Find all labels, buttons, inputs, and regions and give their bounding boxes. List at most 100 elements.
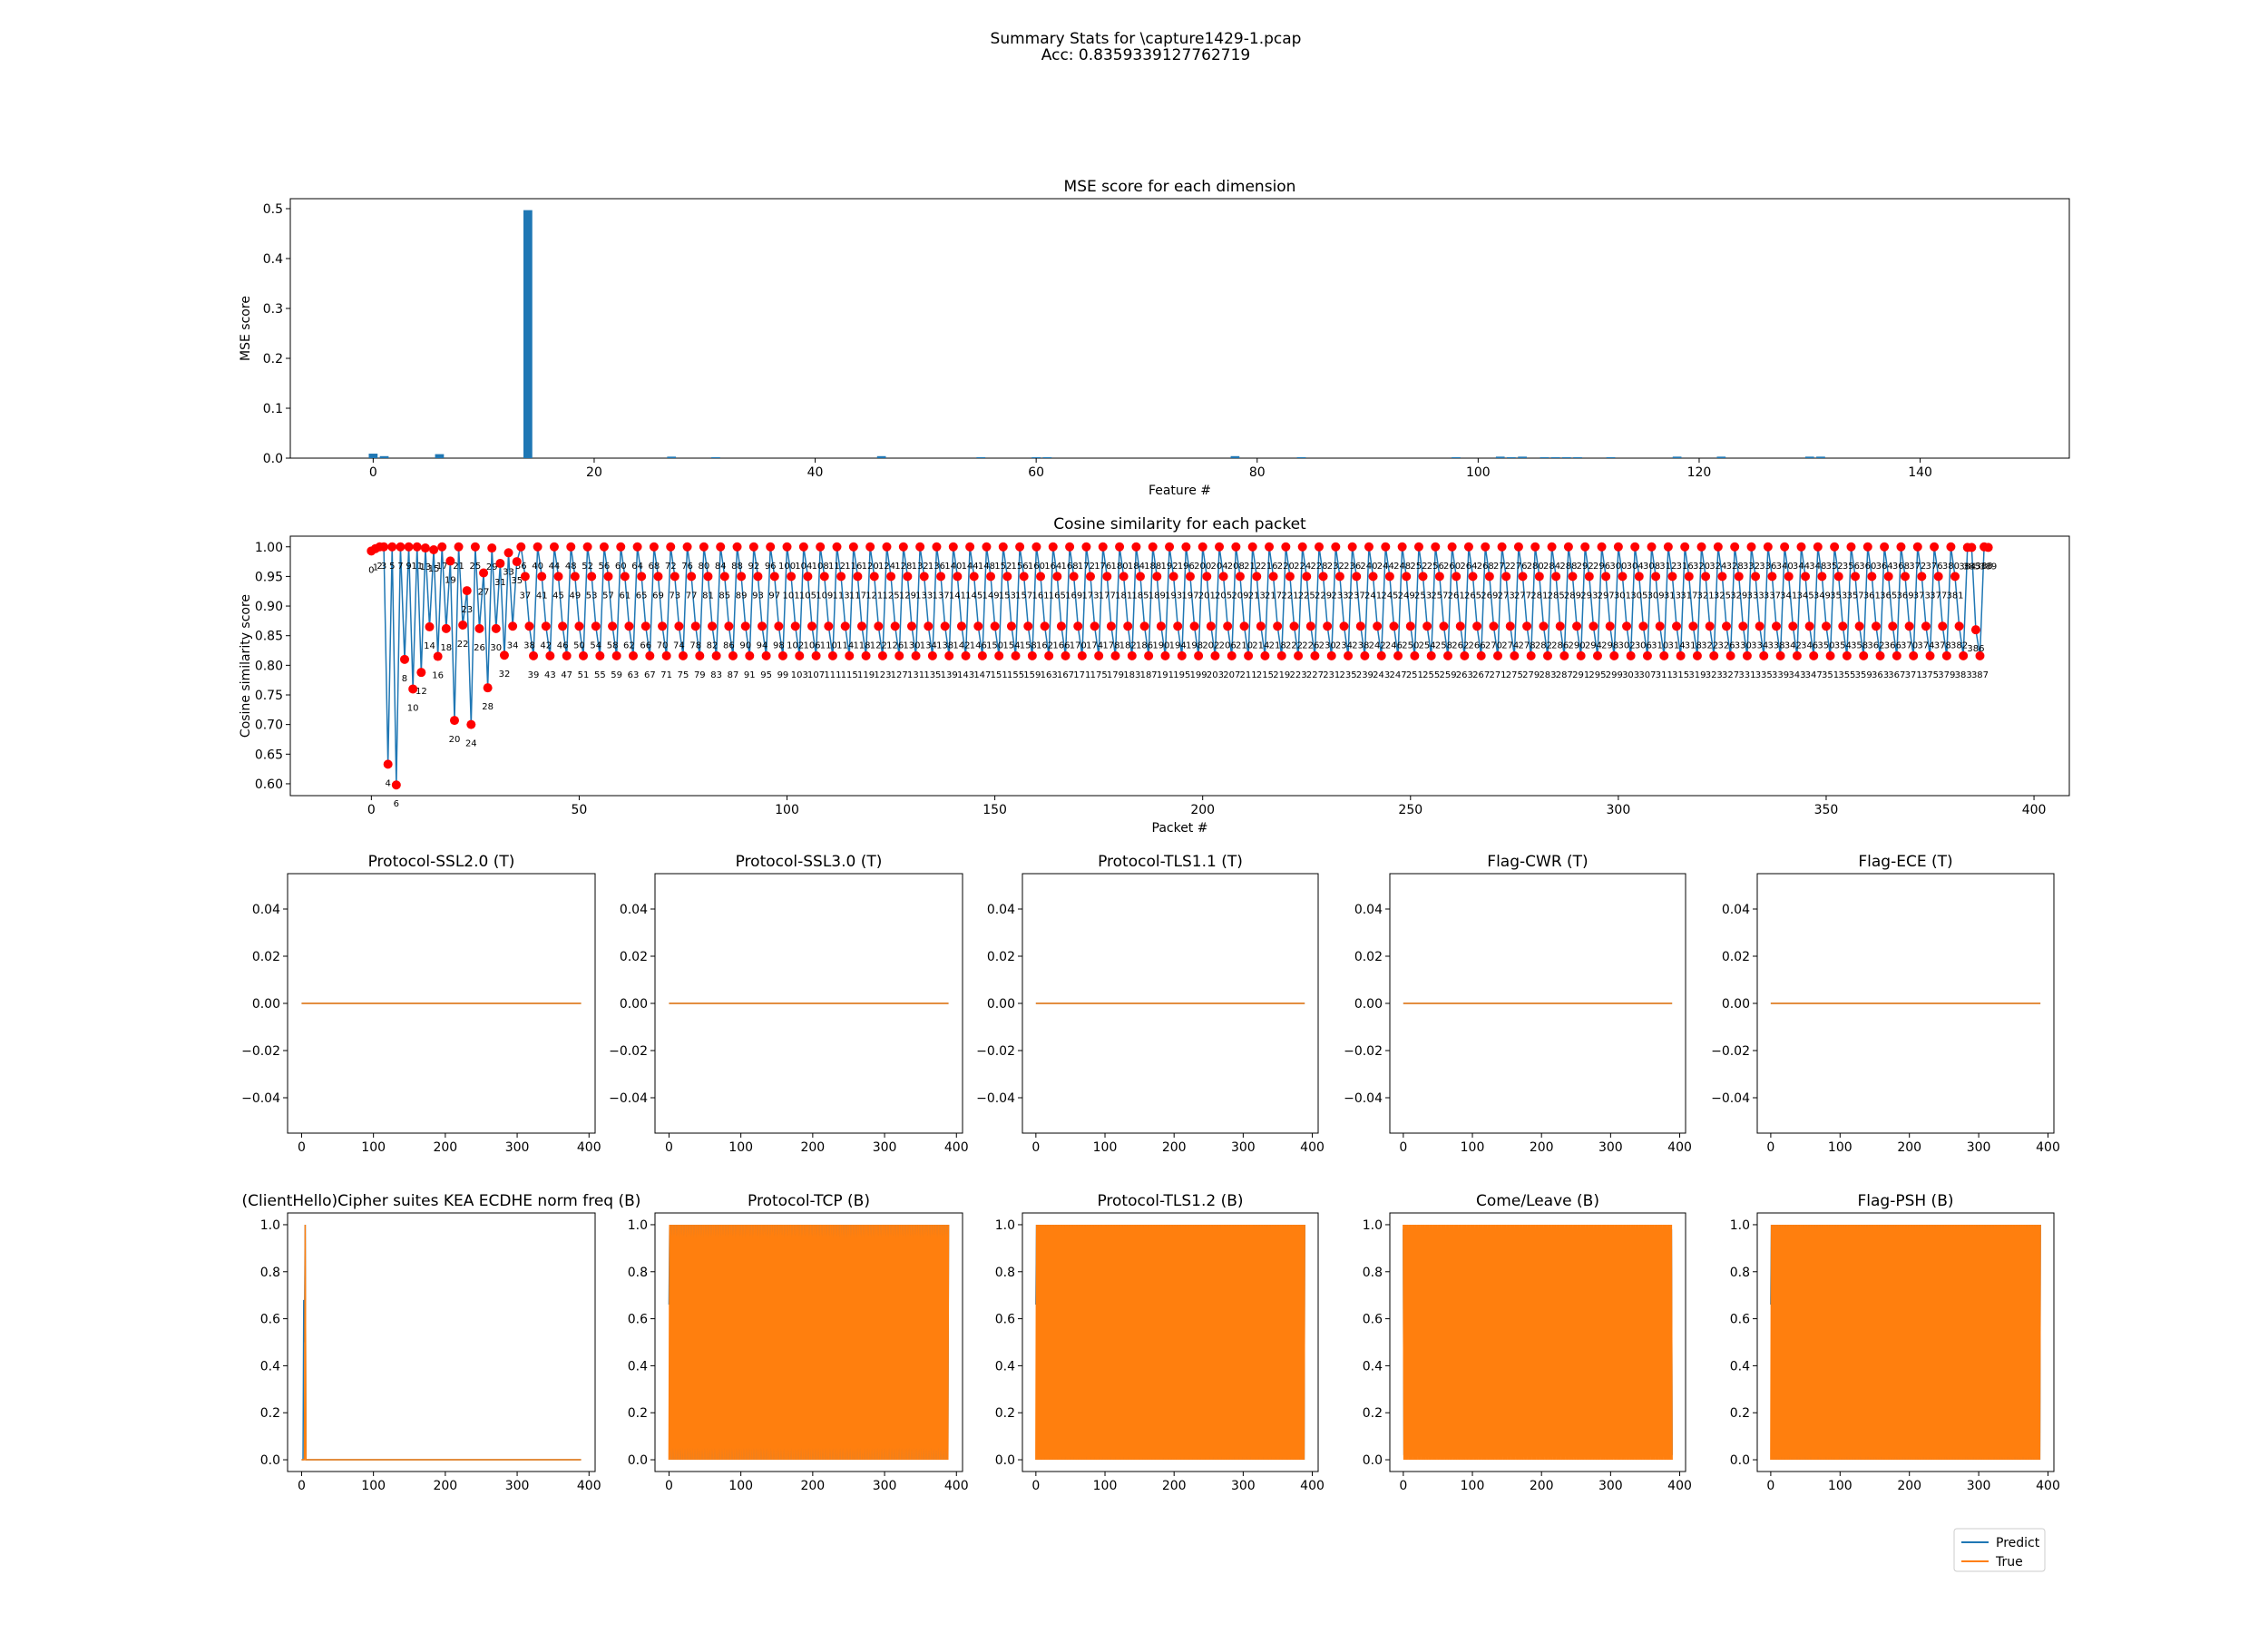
cos-point-label: 156 [1012, 562, 1029, 572]
cos-point [553, 572, 563, 582]
cos-point-label: 65 [636, 591, 648, 601]
cos-point [1044, 650, 1054, 660]
cos-point-label: 300 [1609, 562, 1627, 572]
cos-point [1975, 650, 1985, 660]
cos-point [637, 572, 647, 582]
cos-point-label: 169 [1065, 591, 1082, 601]
cos-point-label: 288 [1559, 562, 1577, 572]
cos-point [1809, 650, 1819, 660]
panel-8: 0 100 200 300 400 0.0 0.2 0.4 0.6 0.8 1.0 Protocol-… [995, 1192, 1325, 1493]
cos-point [982, 542, 992, 552]
cos-point [441, 623, 451, 633]
cos-point [1676, 650, 1686, 660]
cos-point [1601, 572, 1611, 582]
cos-point [1276, 650, 1286, 660]
cos-point [516, 542, 526, 552]
cos-point [1102, 572, 1112, 582]
cos-point-label: 111 [824, 670, 841, 680]
cos-point-label: 155 [1007, 670, 1024, 680]
cos-ytick-label: 0.60 [255, 777, 283, 792]
panel-ytick-label: 0.8 [628, 1266, 648, 1280]
cos-point [1123, 621, 1133, 631]
panel-ytick-label: 0.6 [628, 1313, 648, 1327]
cos-point-label: 346 [1801, 640, 1818, 650]
cos-ytick-label: 0.75 [255, 689, 283, 703]
cos-point [1252, 572, 1262, 582]
cos-point-label: 144 [962, 562, 979, 572]
cos-point-label: 188 [1144, 562, 1161, 572]
cos-point-label: 30 [490, 643, 502, 653]
cos-point-label: 75 [678, 670, 689, 680]
cos-point [732, 542, 742, 552]
cos-point [1011, 650, 1021, 660]
cos-point-label: 158 [1020, 640, 1037, 650]
panel-xtick-label: 0 [298, 1479, 306, 1493]
panel-ytick-label: 0.2 [260, 1406, 280, 1421]
cos-point-label: 231 [1323, 670, 1340, 680]
cos-point [1759, 650, 1769, 660]
cos-point-label: 165 [1049, 591, 1066, 601]
cos-point [703, 572, 713, 582]
cos-point-label: 247 [1389, 670, 1406, 680]
cos-point [1883, 572, 1893, 582]
cos-point [1901, 572, 1911, 582]
cos-point [953, 572, 963, 582]
cos-point-label: 342 [1784, 640, 1802, 650]
cos-point-label: 117 [849, 591, 866, 601]
cos-point [645, 650, 655, 660]
cos-point-label: 16 [432, 671, 444, 681]
cos-point-label: 94 [757, 640, 768, 650]
cos-point [1077, 650, 1087, 660]
panel-xtick-label: 200 [1530, 1479, 1554, 1493]
cos-point [1244, 650, 1254, 660]
cos-point [1896, 542, 1906, 552]
cos-point-label: 374 [1917, 640, 1934, 650]
panel-ytick-label: 0.6 [995, 1313, 1015, 1327]
cos-point [1801, 572, 1811, 582]
cos-point [1522, 621, 1532, 631]
panel-ytick-label: 0.8 [260, 1266, 280, 1280]
cos-point [420, 543, 430, 553]
legend-true-label: True [1995, 1555, 2023, 1569]
cos-point-label: 27 [478, 587, 490, 597]
cos-point [1015, 542, 1025, 552]
cos-point-label: 83 [710, 670, 722, 680]
cos-point [1630, 542, 1640, 552]
cos-point-label: 51 [578, 670, 590, 680]
cos-point-label: 99 [777, 670, 789, 680]
panel-ytick-label: 0.02 [252, 950, 280, 964]
cos-point-label: 283 [1539, 670, 1556, 680]
panel-xtick-label: 200 [800, 1479, 825, 1493]
cos-point-label: 297 [1598, 591, 1615, 601]
cos-point [990, 621, 1000, 631]
cos-point-label: 2 [376, 562, 382, 572]
panel-xtick-label: 100 [728, 1479, 753, 1493]
cos-point [1539, 621, 1549, 631]
cos-point-label: 61 [619, 591, 631, 601]
cos-point-label: 326 [1717, 640, 1735, 650]
mse-bar [1518, 456, 1527, 458]
mse-bar [1606, 456, 1616, 458]
cos-point-label: 319 [1688, 670, 1706, 680]
cos-point-label: 359 [1855, 670, 1872, 680]
panel-ytick-label: 0.00 [987, 997, 1015, 1012]
cos-point-label: 166 [1052, 640, 1070, 650]
mse-ytick-label: 0.2 [263, 352, 283, 367]
cos-point-label: 97 [768, 591, 780, 601]
cos-point [753, 572, 763, 582]
cos-point [832, 542, 842, 552]
cos-point [387, 542, 397, 552]
cos-point [798, 542, 808, 552]
panel-ytick-label: 0.00 [1722, 997, 1750, 1012]
cos-point-label: 339 [1772, 670, 1789, 680]
cos-point-label: 8 [402, 674, 407, 684]
cos-point [1389, 621, 1399, 631]
cos-point-label: 222 [1286, 640, 1303, 650]
cos-point-label: 43 [544, 670, 556, 680]
cos-point [491, 623, 501, 633]
cos-point-label: 172 [1078, 562, 1095, 572]
cos-point-label: 157 [1015, 591, 1032, 601]
cos-point-label: 63 [628, 670, 640, 680]
cos-point-label: 281 [1530, 591, 1548, 601]
panel-true-line [1770, 1224, 2041, 1461]
